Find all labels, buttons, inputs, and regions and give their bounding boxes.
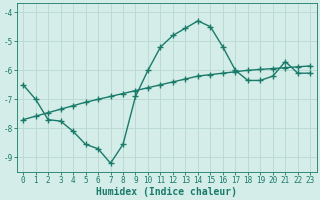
X-axis label: Humidex (Indice chaleur): Humidex (Indice chaleur) [96, 186, 237, 197]
